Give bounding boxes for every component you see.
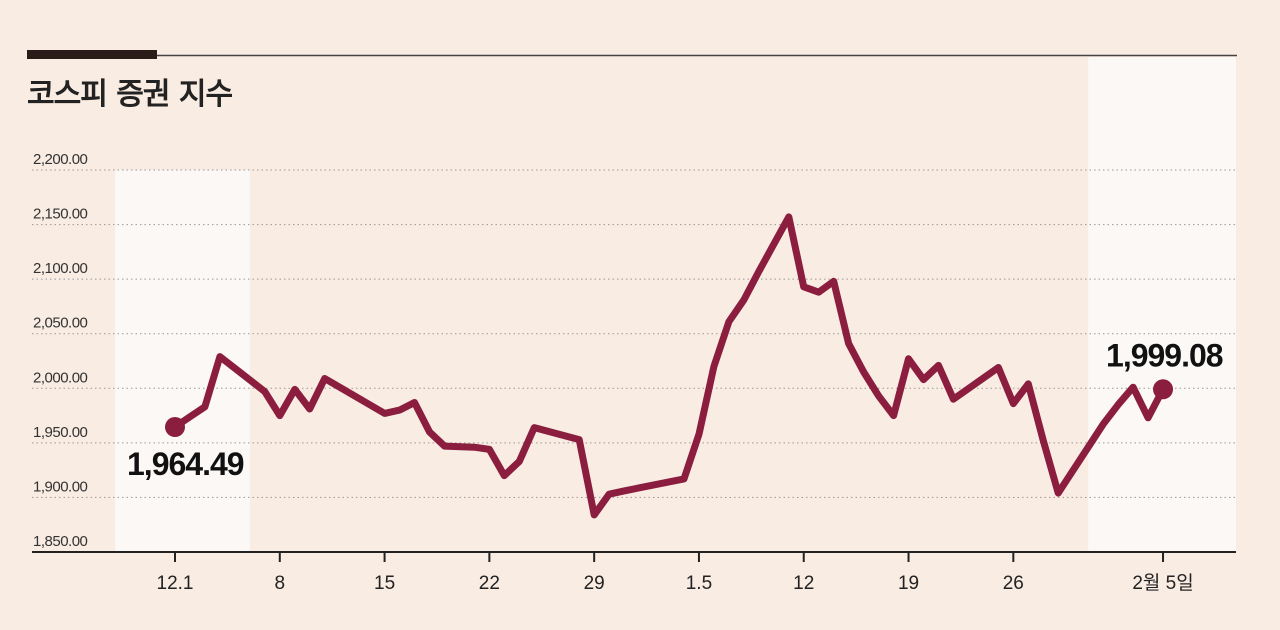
- highlight-band: [1088, 57, 1236, 552]
- x-tick-label: 19: [898, 573, 919, 594]
- x-tick-label: 22: [479, 573, 500, 594]
- x-tick-label: 15: [374, 573, 395, 594]
- x-tick-label: 1.5: [686, 573, 712, 594]
- endpoint-marker: [1153, 379, 1174, 400]
- title-accent-bar: [27, 50, 157, 59]
- x-tick-label: 2월 5일: [1132, 572, 1193, 594]
- x-tick-label: 8: [275, 573, 286, 594]
- y-tick-label: 1,850.00: [33, 533, 88, 550]
- endpoint-markers: [165, 379, 1174, 438]
- y-tick-label: 2,000.00: [33, 369, 88, 386]
- chart-title: 코스피 증권 지수: [27, 77, 232, 112]
- y-tick-label: 2,100.00: [33, 260, 88, 277]
- endpoint-marker: [165, 417, 185, 438]
- start-value-label: 1,964.49: [127, 446, 244, 482]
- y-tick-label: 2,200.00: [33, 151, 88, 168]
- series-line-kospi: [171, 213, 1167, 519]
- y-axis-ticks: 1,850.00 1,900.00 1,950.00 2,000.00 2,050.00…: [33, 151, 88, 550]
- x-tick-label: 12.1: [157, 573, 194, 594]
- endpoint-labels: 1,964.49 1,999.08: [127, 337, 1224, 482]
- y-tick-label: 2,150.00: [33, 206, 88, 223]
- y-tick-label: 1,950.00: [33, 424, 88, 441]
- end-value-label: 1,999.08: [1106, 337, 1223, 373]
- x-axis-ticks: 12.1 8 15 22 29 1.5 12 19 26 2월 5일: [157, 552, 1194, 594]
- x-tick-label: 26: [1003, 573, 1024, 594]
- y-tick-label: 1,900.00: [33, 478, 88, 495]
- y-tick-label: 2,050.00: [33, 315, 88, 332]
- x-tick-label: 12: [793, 573, 814, 594]
- x-tick-label: 29: [584, 573, 605, 594]
